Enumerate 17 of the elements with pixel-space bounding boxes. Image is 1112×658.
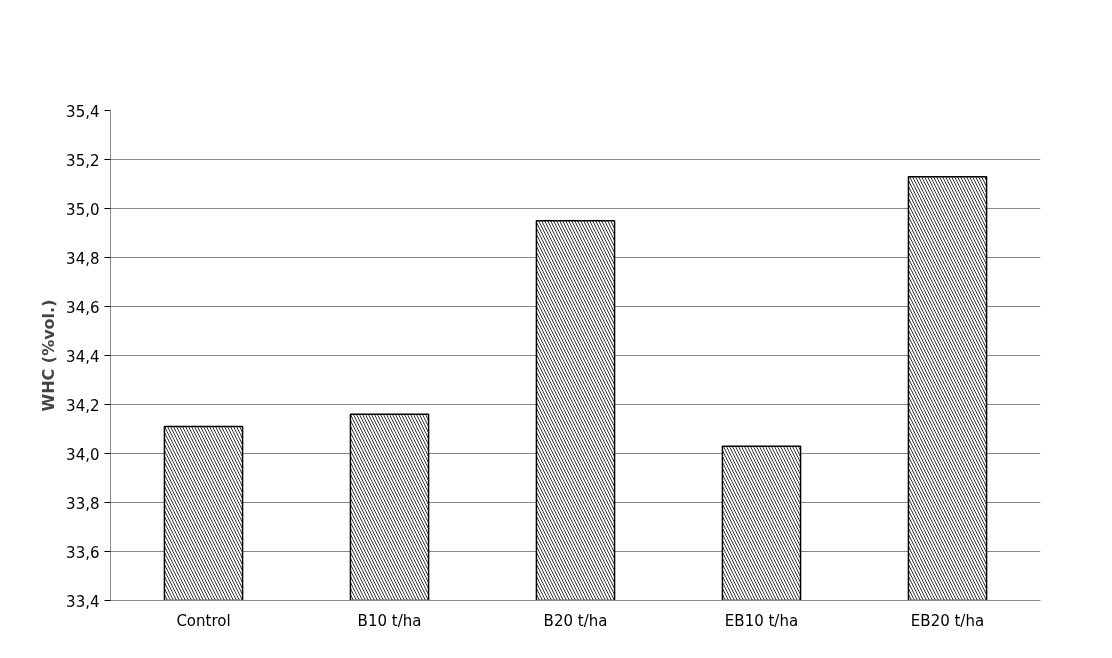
y-tick-label: 35,4 bbox=[66, 102, 100, 121]
y-tick-label: 34,0 bbox=[66, 445, 100, 464]
y-tick-label: 35,2 bbox=[66, 151, 100, 170]
y-tick-label: 33,8 bbox=[66, 494, 100, 513]
y-axis-title: WHC (%vol.) bbox=[39, 299, 59, 412]
y-tick-label: 33,6 bbox=[66, 543, 100, 562]
y-tick-label: 34,2 bbox=[66, 396, 100, 415]
x-tick-label: B20 t/ha bbox=[543, 611, 608, 630]
y-tick-label: 34,6 bbox=[66, 298, 100, 317]
y-tick-label: 33,4 bbox=[66, 592, 100, 611]
x-tick-label: EB20 t/ha bbox=[910, 611, 985, 630]
x-tick-label: EB10 t/ha bbox=[724, 611, 799, 630]
y-tick-label: 34,4 bbox=[66, 347, 100, 366]
y-tick-label: 34,8 bbox=[66, 249, 100, 268]
y-tick-label: 35,0 bbox=[66, 200, 100, 219]
x-tick-label: B10 t/ha bbox=[357, 611, 422, 630]
x-tick-label: Control bbox=[176, 611, 231, 630]
